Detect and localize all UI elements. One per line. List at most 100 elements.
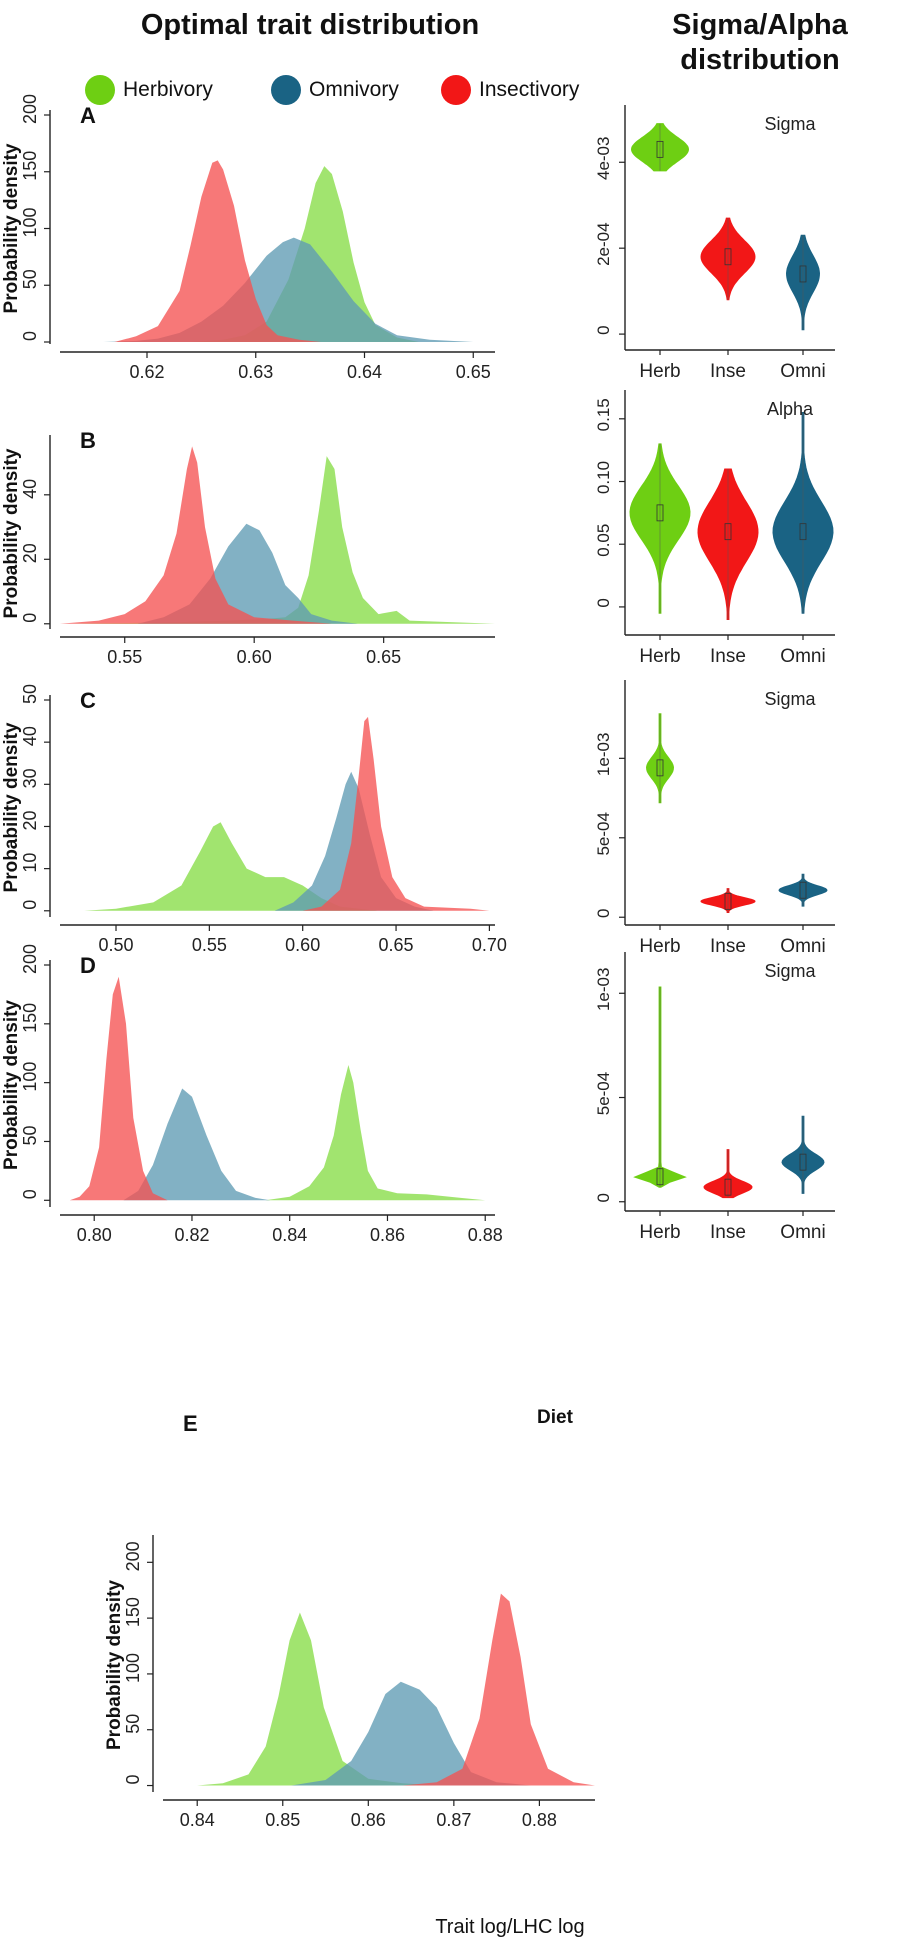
violin-plot-d: 0 5e-04 1e-03 Herb Inse Omni Sigma (594, 952, 835, 1243)
violin-title-c: Sigma (764, 689, 816, 709)
y-axis-title: Probability density (1, 722, 22, 892)
y-tick-label: 30 (20, 768, 40, 788)
y-tick-label: 0 (20, 613, 40, 623)
density-area-herbivory (265, 1065, 486, 1201)
density-plot-a: 0.62 0.63 0.64 0.65 0 50 100 150 200 Probability … (1, 94, 495, 382)
violin-title-a: Sigma (764, 114, 816, 134)
density-area-insectivory (302, 716, 490, 911)
x-tick-label: 0.55 (107, 647, 142, 667)
x-category-label: Inse (710, 646, 746, 667)
y-tick-label: 0 (594, 1193, 613, 1202)
violin-plot-a: 0 2e-04 4e-03 Herb Inse Omni Sigma (594, 105, 835, 382)
y-tick-label: 0 (594, 325, 613, 334)
y-tick-label: 5e-04 (594, 812, 613, 855)
violin-box (799, 265, 807, 283)
y-tick-label: 0 (20, 900, 40, 910)
y-tick-label: 0 (123, 1775, 143, 1785)
violin-box (724, 248, 732, 266)
x-tick-label: 0.63 (238, 362, 273, 382)
y-tick-label: 5e-04 (594, 1072, 613, 1115)
x-tick-label: 0.88 (468, 1225, 503, 1245)
x-tick-label: 0.80 (77, 1225, 112, 1245)
right-column-header: Sigma/Alpha distribution (610, 8, 910, 78)
y-axis-title: Probability density (1, 1000, 22, 1170)
violin-box (799, 523, 807, 541)
y-tick-label: 40 (20, 479, 40, 499)
y-tick-label: 4e-03 (594, 137, 613, 180)
x-tick-label: 0.85 (265, 1810, 300, 1830)
violin-title-b: Alpha (767, 399, 814, 419)
violin-box (656, 1168, 664, 1186)
density-area-insectivory (402, 1593, 595, 1786)
violin-box (656, 759, 664, 777)
y-tick-label: 1e-03 (594, 968, 613, 1011)
x-tick-label: 0.82 (174, 1225, 209, 1245)
density-area-insectivory (114, 160, 322, 342)
x-category-label: Herb (639, 936, 680, 957)
y-tick-label: 200 (123, 1541, 143, 1571)
x-category-label: Herb (639, 361, 680, 382)
y-tick-label: 0.05 (594, 524, 613, 557)
x-category-label: Omni (780, 1222, 825, 1243)
right-column-header-line1: Sigma/Alpha (672, 9, 848, 41)
density-area-insectivory (69, 976, 168, 1201)
violin-plot-c: 0 5e-04 1e-03 Herb Inse Omni Sigma (594, 680, 835, 957)
density-area-insectivory (60, 446, 332, 624)
y-tick-label: 1e-03 (594, 733, 613, 776)
x-tick-label: 0.60 (285, 935, 320, 955)
density-plot-c: 0.50 0.55 0.60 0.65 0.70 0 10 20 30 40 50 Probabili… (1, 684, 507, 955)
density-area-herbivory (197, 1612, 437, 1786)
y-tick-label: 0.10 (594, 461, 613, 494)
y-tick-label: 20 (20, 810, 40, 830)
panel-letter-e: E (183, 1411, 198, 1436)
x-tick-label: 0.62 (129, 362, 164, 382)
y-axis-title: Probability density (1, 143, 22, 313)
y-tick-label: 200 (20, 944, 40, 974)
x-tick-label: 0.84 (180, 1810, 215, 1830)
y-axis-title: Probability density (1, 448, 22, 618)
y-tick-label: 50 (20, 684, 40, 704)
x-tick-label: 0.60 (237, 647, 272, 667)
x-category-label: Omni (780, 646, 825, 667)
density-area-omnivory (123, 1088, 271, 1201)
y-tick-label: 0 (594, 908, 613, 917)
x-category-label: Inse (710, 936, 746, 957)
y-tick-label: 100 (20, 207, 40, 237)
y-tick-label: 50 (20, 1125, 40, 1145)
panel-letter-b: B (80, 428, 96, 453)
y-tick-label: 0 (594, 598, 613, 607)
density-plot-e: 0.84 0.85 0.86 0.87 0.88 0 50 100 150 200 Probabil… (104, 1407, 595, 1830)
violin-box (656, 140, 664, 158)
y-tick-label: 150 (123, 1597, 143, 1627)
x-tick-label: 0.70 (472, 935, 507, 955)
x-tick-label: 0.50 (98, 935, 133, 955)
density-area-herbivory (84, 822, 378, 911)
y-tick-label: 0.15 (594, 398, 613, 431)
y-tick-label: 40 (20, 726, 40, 746)
y-tick-label: 20 (20, 543, 40, 563)
x-tick-label: 0.86 (370, 1225, 405, 1245)
x-tick-label: 0.55 (192, 935, 227, 955)
violin-box (724, 892, 732, 910)
x-axis-title: Trait log/LHC log (435, 1916, 585, 1938)
y-tick-label: 200 (20, 94, 40, 124)
violin-plot-b: 0 0.05 0.10 0.15 Herb Inse Omni Alpha (594, 390, 835, 667)
panel-letter-c: C (80, 688, 96, 713)
x-tick-label: 0.65 (456, 362, 491, 382)
legend-swatch-omnivory (271, 75, 301, 105)
x-category-label: Inse (710, 1222, 746, 1243)
legend-label-omnivory: Omnivory (309, 78, 399, 101)
density-area-omnivory (291, 1681, 531, 1786)
y-axis-title: Probability density (104, 1580, 125, 1750)
x-category-label: Herb (639, 646, 680, 667)
x-tick-label: 0.64 (347, 362, 382, 382)
legend-swatch-herbivory (85, 75, 115, 105)
y-tick-label: 50 (20, 269, 40, 289)
y-tick-label: 150 (20, 151, 40, 181)
violin-box (799, 881, 807, 899)
legend-label-herbivory: Herbivory (123, 78, 213, 101)
y-tick-label: 2e-04 (594, 222, 613, 265)
y-tick-label: 100 (20, 1062, 40, 1092)
